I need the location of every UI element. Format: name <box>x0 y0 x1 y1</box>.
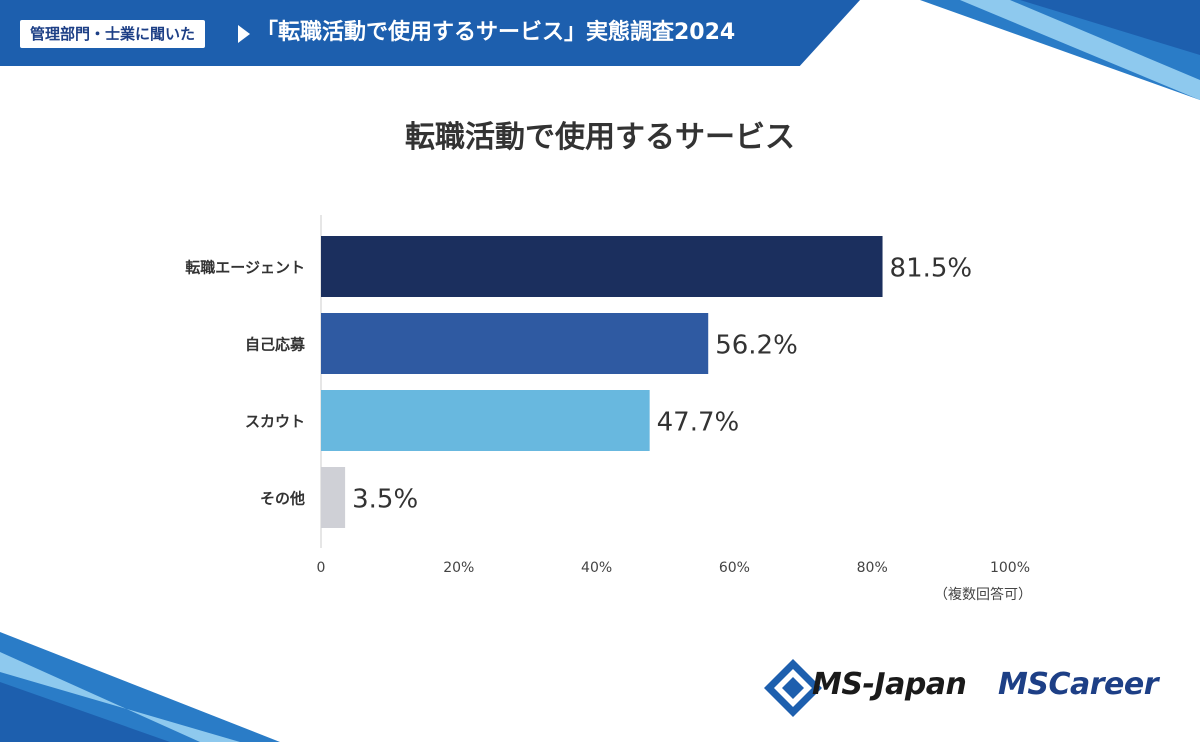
x-tick-label-40: 40% <box>581 560 612 576</box>
ms-japan-logo-icon <box>764 659 822 717</box>
x-tick-label-0: 0 <box>317 560 326 576</box>
category-label-1: 転職エージェント <box>185 259 305 277</box>
header-title: 「転職活動で使用するサービス」実態調査2024 <box>256 20 736 45</box>
bar-4 <box>321 467 346 528</box>
x-tick-label-60: 60% <box>719 560 750 576</box>
header-arrow-icon <box>238 25 250 43</box>
bar-1 <box>321 236 883 297</box>
bar-2 <box>321 313 709 374</box>
bar-3 <box>321 390 650 451</box>
bottom-left-decoration <box>0 632 280 742</box>
ms-career-logo-text: MSCareer <box>998 667 1159 702</box>
ms-japan-logo-text: MS-Japan <box>812 667 967 702</box>
category-label-4: その他 <box>260 490 305 508</box>
value-label-4: 3.5% <box>352 485 418 515</box>
category-label-2: 自己応募 <box>245 336 306 354</box>
value-label-2: 56.2% <box>715 331 798 361</box>
value-label-3: 47.7% <box>657 408 740 438</box>
top-right-decoration <box>920 0 1200 100</box>
value-label-1: 81.5% <box>890 254 973 284</box>
multiple-answer-note: （複数回答可） <box>934 587 1032 603</box>
x-tick-label-20: 20% <box>443 560 474 576</box>
chart-title: 転職活動で使用するサービス <box>405 120 795 155</box>
x-tick-label-100: 100% <box>990 560 1030 576</box>
header-tag: 管理部門・士業に聞いた <box>20 20 206 48</box>
x-tick-label-80: 80% <box>857 560 888 576</box>
category-label-3: スカウト <box>245 413 305 431</box>
